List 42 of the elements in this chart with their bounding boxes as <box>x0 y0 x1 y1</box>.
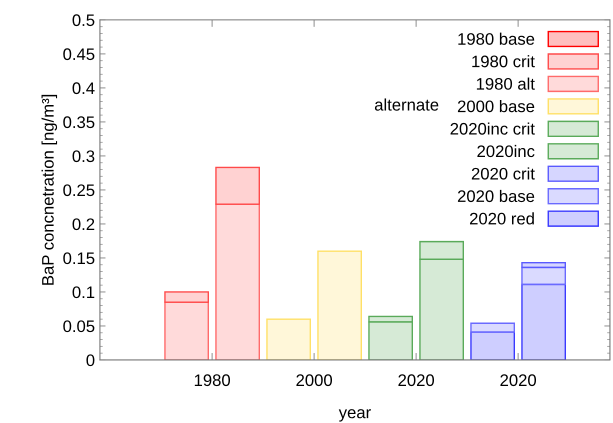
legend-label: 2020 crit <box>472 167 535 180</box>
y-tick-label: 0.35 <box>63 116 94 128</box>
y-tick-label: 0.25 <box>63 184 94 196</box>
y-tick-label: 0.1 <box>72 286 94 298</box>
bar <box>368 316 413 323</box>
bar <box>521 262 566 268</box>
bar <box>470 331 515 360</box>
x-tick-label: 1980 <box>194 374 230 386</box>
y-tick-label: 0 <box>86 354 94 366</box>
annotation: alternate <box>374 98 438 111</box>
legend-label: 1980 alt <box>476 78 535 90</box>
bar <box>521 284 566 360</box>
y-tick-label: 0.4 <box>72 82 95 94</box>
bar <box>164 301 209 360</box>
y-tick-label: 0.3 <box>72 150 94 162</box>
x-axis-title: year <box>338 409 371 422</box>
bar <box>368 321 413 360</box>
legend-label: 2020inc crit <box>450 122 535 135</box>
y-tick-label: 0.15 <box>63 252 94 264</box>
legend-label: 1980 crit <box>472 55 535 68</box>
bar <box>317 250 362 360</box>
bar <box>419 240 464 260</box>
legend-label: 2020 base <box>458 190 534 202</box>
legend-label: 1980 base <box>458 32 534 45</box>
y-axis-title: BaP concnetration [ng/m³] <box>42 94 58 285</box>
y-tick-label: 0.05 <box>63 320 94 332</box>
x-tick-label: 2000 <box>296 374 332 386</box>
legend-label: 2020inc <box>477 144 534 158</box>
x-tick-label: 2020 <box>398 374 434 386</box>
y-tick-label: 0.2 <box>72 218 94 230</box>
bar <box>215 204 260 360</box>
y-tick-label: 0.5 <box>72 14 94 26</box>
legend-label: 2020 red <box>470 212 534 225</box>
y-tick-label: 0.45 <box>63 48 94 60</box>
bar <box>419 258 464 360</box>
bar <box>215 166 260 205</box>
bar <box>521 266 566 286</box>
bar <box>470 322 515 333</box>
x-tick-label: 2020 <box>500 374 536 386</box>
bar <box>266 318 311 360</box>
bar <box>164 291 209 303</box>
legend-label: 2000 base <box>458 100 534 112</box>
